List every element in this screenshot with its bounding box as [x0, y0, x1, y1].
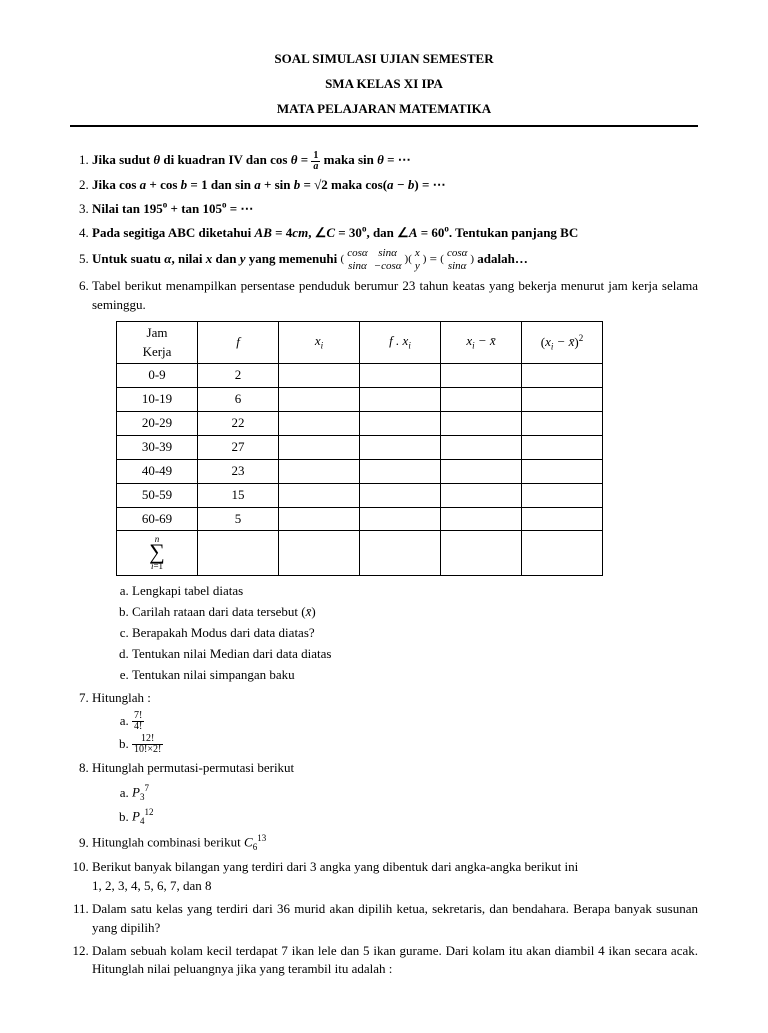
q6-a: Lengkapi tabel diatas [132, 582, 698, 601]
question-2: Jika cos a + cos b = 1 dan sin a + sin b… [92, 176, 698, 195]
data-table: JamKerja f xi f . xi xi − x̄ (xi − x̄)2 … [116, 321, 603, 577]
table-sum-row: n∑i=1 [117, 531, 603, 576]
table-row: 50-5915 [117, 483, 603, 507]
question-9: Hitunglah combinasi berikut C613 [92, 832, 698, 854]
table-row: 10-196 [117, 388, 603, 412]
table-header-row: JamKerja f xi f . xi xi − x̄ (xi − x̄)2 [117, 321, 603, 364]
q8-b: P412 [132, 806, 698, 828]
q6-d: Tentukan nilai Median dari data diatas [132, 645, 698, 664]
table-row: 40-4923 [117, 459, 603, 483]
question-1: Jika sudut θ di kuadran IV dan cos θ = 1… [92, 151, 698, 172]
question-list: Jika sudut θ di kuadran IV dan cos θ = 1… [70, 151, 698, 980]
col-dev: xi − x̄ [441, 321, 522, 364]
q7-text: Hitunglah : [92, 690, 151, 705]
q7-subitems: 7!4! 12!10!×2! [92, 711, 698, 755]
question-8: Hitunglah permutasi-permutasi berikut P3… [92, 759, 698, 828]
q6-text: Tabel berikut menampilkan persentase pen… [92, 278, 698, 312]
q6-e: Tentukan nilai simpangan baku [132, 666, 698, 685]
question-4: Pada segitiga ABC diketahui AB = 4cm, ∠C… [92, 223, 698, 243]
question-7: Hitunglah : 7!4! 12!10!×2! [92, 689, 698, 756]
q6-b: Carilah rataan dari data tersebut (x̄) [132, 603, 698, 622]
col-jam: JamKerja [117, 321, 198, 364]
title-line-1: SOAL SIMULASI UJIAN SEMESTER [70, 50, 698, 69]
question-12: Dalam sebuah kolam kecil terdapat 7 ikan… [92, 942, 698, 980]
col-f: f [198, 321, 279, 364]
col-dev2: (xi − x̄)2 [522, 321, 603, 364]
q6-c: Berapakah Modus dari data diatas? [132, 624, 698, 643]
col-fxi: f . xi [360, 321, 441, 364]
q8-a: P37 [132, 782, 698, 804]
q8-text: Hitunglah permutasi-permutasi berikut [92, 760, 294, 775]
table-row: 30-3927 [117, 436, 603, 460]
q8-subitems: P37 P412 [92, 782, 698, 828]
table-row: 0-92 [117, 364, 603, 388]
q6-subitems: Lengkapi tabel diatas Carilah rataan dar… [92, 582, 698, 684]
question-5: Untuk suatu α, nilai x dan y yang memenu… [92, 247, 698, 273]
question-6: Tabel berikut menampilkan persentase pen… [92, 277, 698, 685]
q7-b: 12!10!×2! [132, 734, 698, 755]
table-row: 60-695 [117, 507, 603, 531]
table-row: 20-2922 [117, 412, 603, 436]
title-line-2: SMA KELAS XI IPA [70, 75, 698, 94]
q10-text: Berikut banyak bilangan yang terdiri dar… [92, 859, 578, 874]
question-11: Dalam satu kelas yang terdiri dari 36 mu… [92, 900, 698, 938]
col-xi: xi [279, 321, 360, 364]
question-3: Nilai tan 195o + tan 105o = ⋯ [92, 198, 698, 218]
q7-a: 7!4! [132, 711, 698, 732]
header-divider [70, 125, 698, 127]
q10-numbers: 1, 2, 3, 4, 5, 6, 7, dan 8 [92, 878, 212, 893]
question-10: Berikut banyak bilangan yang terdiri dar… [92, 858, 698, 896]
title-line-3: MATA PELAJARAN MATEMATIKA [70, 100, 698, 119]
